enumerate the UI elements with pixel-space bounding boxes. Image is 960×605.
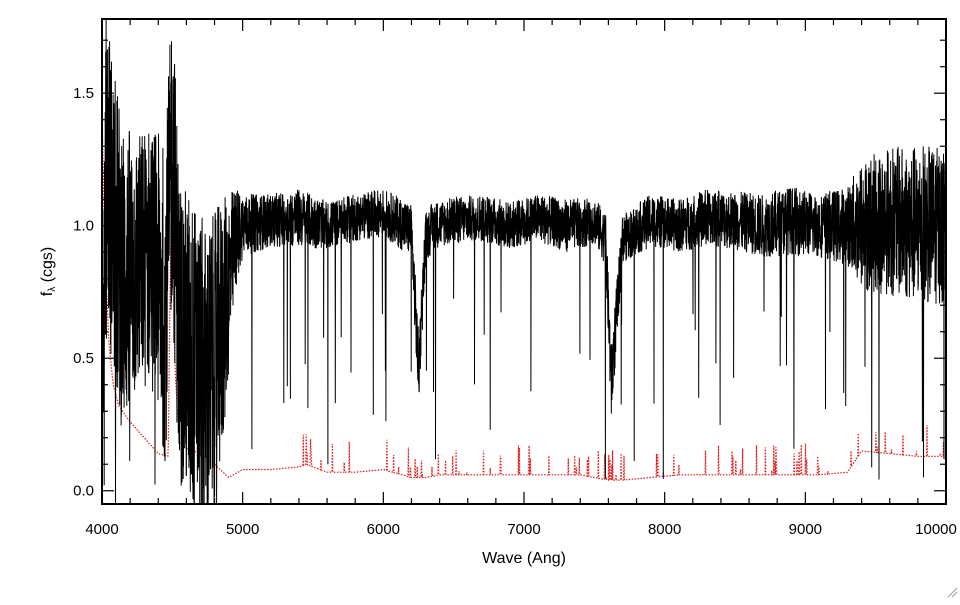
error-series-line <box>101 106 946 481</box>
x-tick-label: 4000 <box>85 521 118 538</box>
y-axis-label-suffix: (cgs) <box>39 247 56 287</box>
x-axis-label: Wave (Ang) <box>482 550 566 567</box>
error-series <box>101 106 946 481</box>
x-tick-label: 10000 <box>915 521 957 538</box>
y-axis-label-main: f <box>39 291 56 296</box>
x-tick-label: 5000 <box>226 521 259 538</box>
y-tick-label: 0.0 <box>73 483 94 500</box>
x-tick-label: 8000 <box>648 521 681 538</box>
x-tick-label: 9000 <box>789 521 822 538</box>
tick-labels: 4000 5000 6000 7000 8000 9000 10000 0.0 0.5 1.0 1.… <box>73 85 957 538</box>
y-tick-label: 1.5 <box>73 85 94 102</box>
y-axis-label-subscript: λ <box>47 287 58 292</box>
flux-series-line <box>101 18 947 505</box>
x-tick-label: 7000 <box>507 521 540 538</box>
x-tick-label: 6000 <box>367 521 400 538</box>
y-tick-label: 1.0 <box>73 218 94 235</box>
axis-ticks <box>101 19 947 504</box>
flux-series <box>101 18 947 505</box>
y-tick-label: 0.5 <box>73 350 94 367</box>
resize-grip-icon[interactable] <box>946 586 958 598</box>
y-axis-label: fλ (cgs) <box>39 247 58 296</box>
